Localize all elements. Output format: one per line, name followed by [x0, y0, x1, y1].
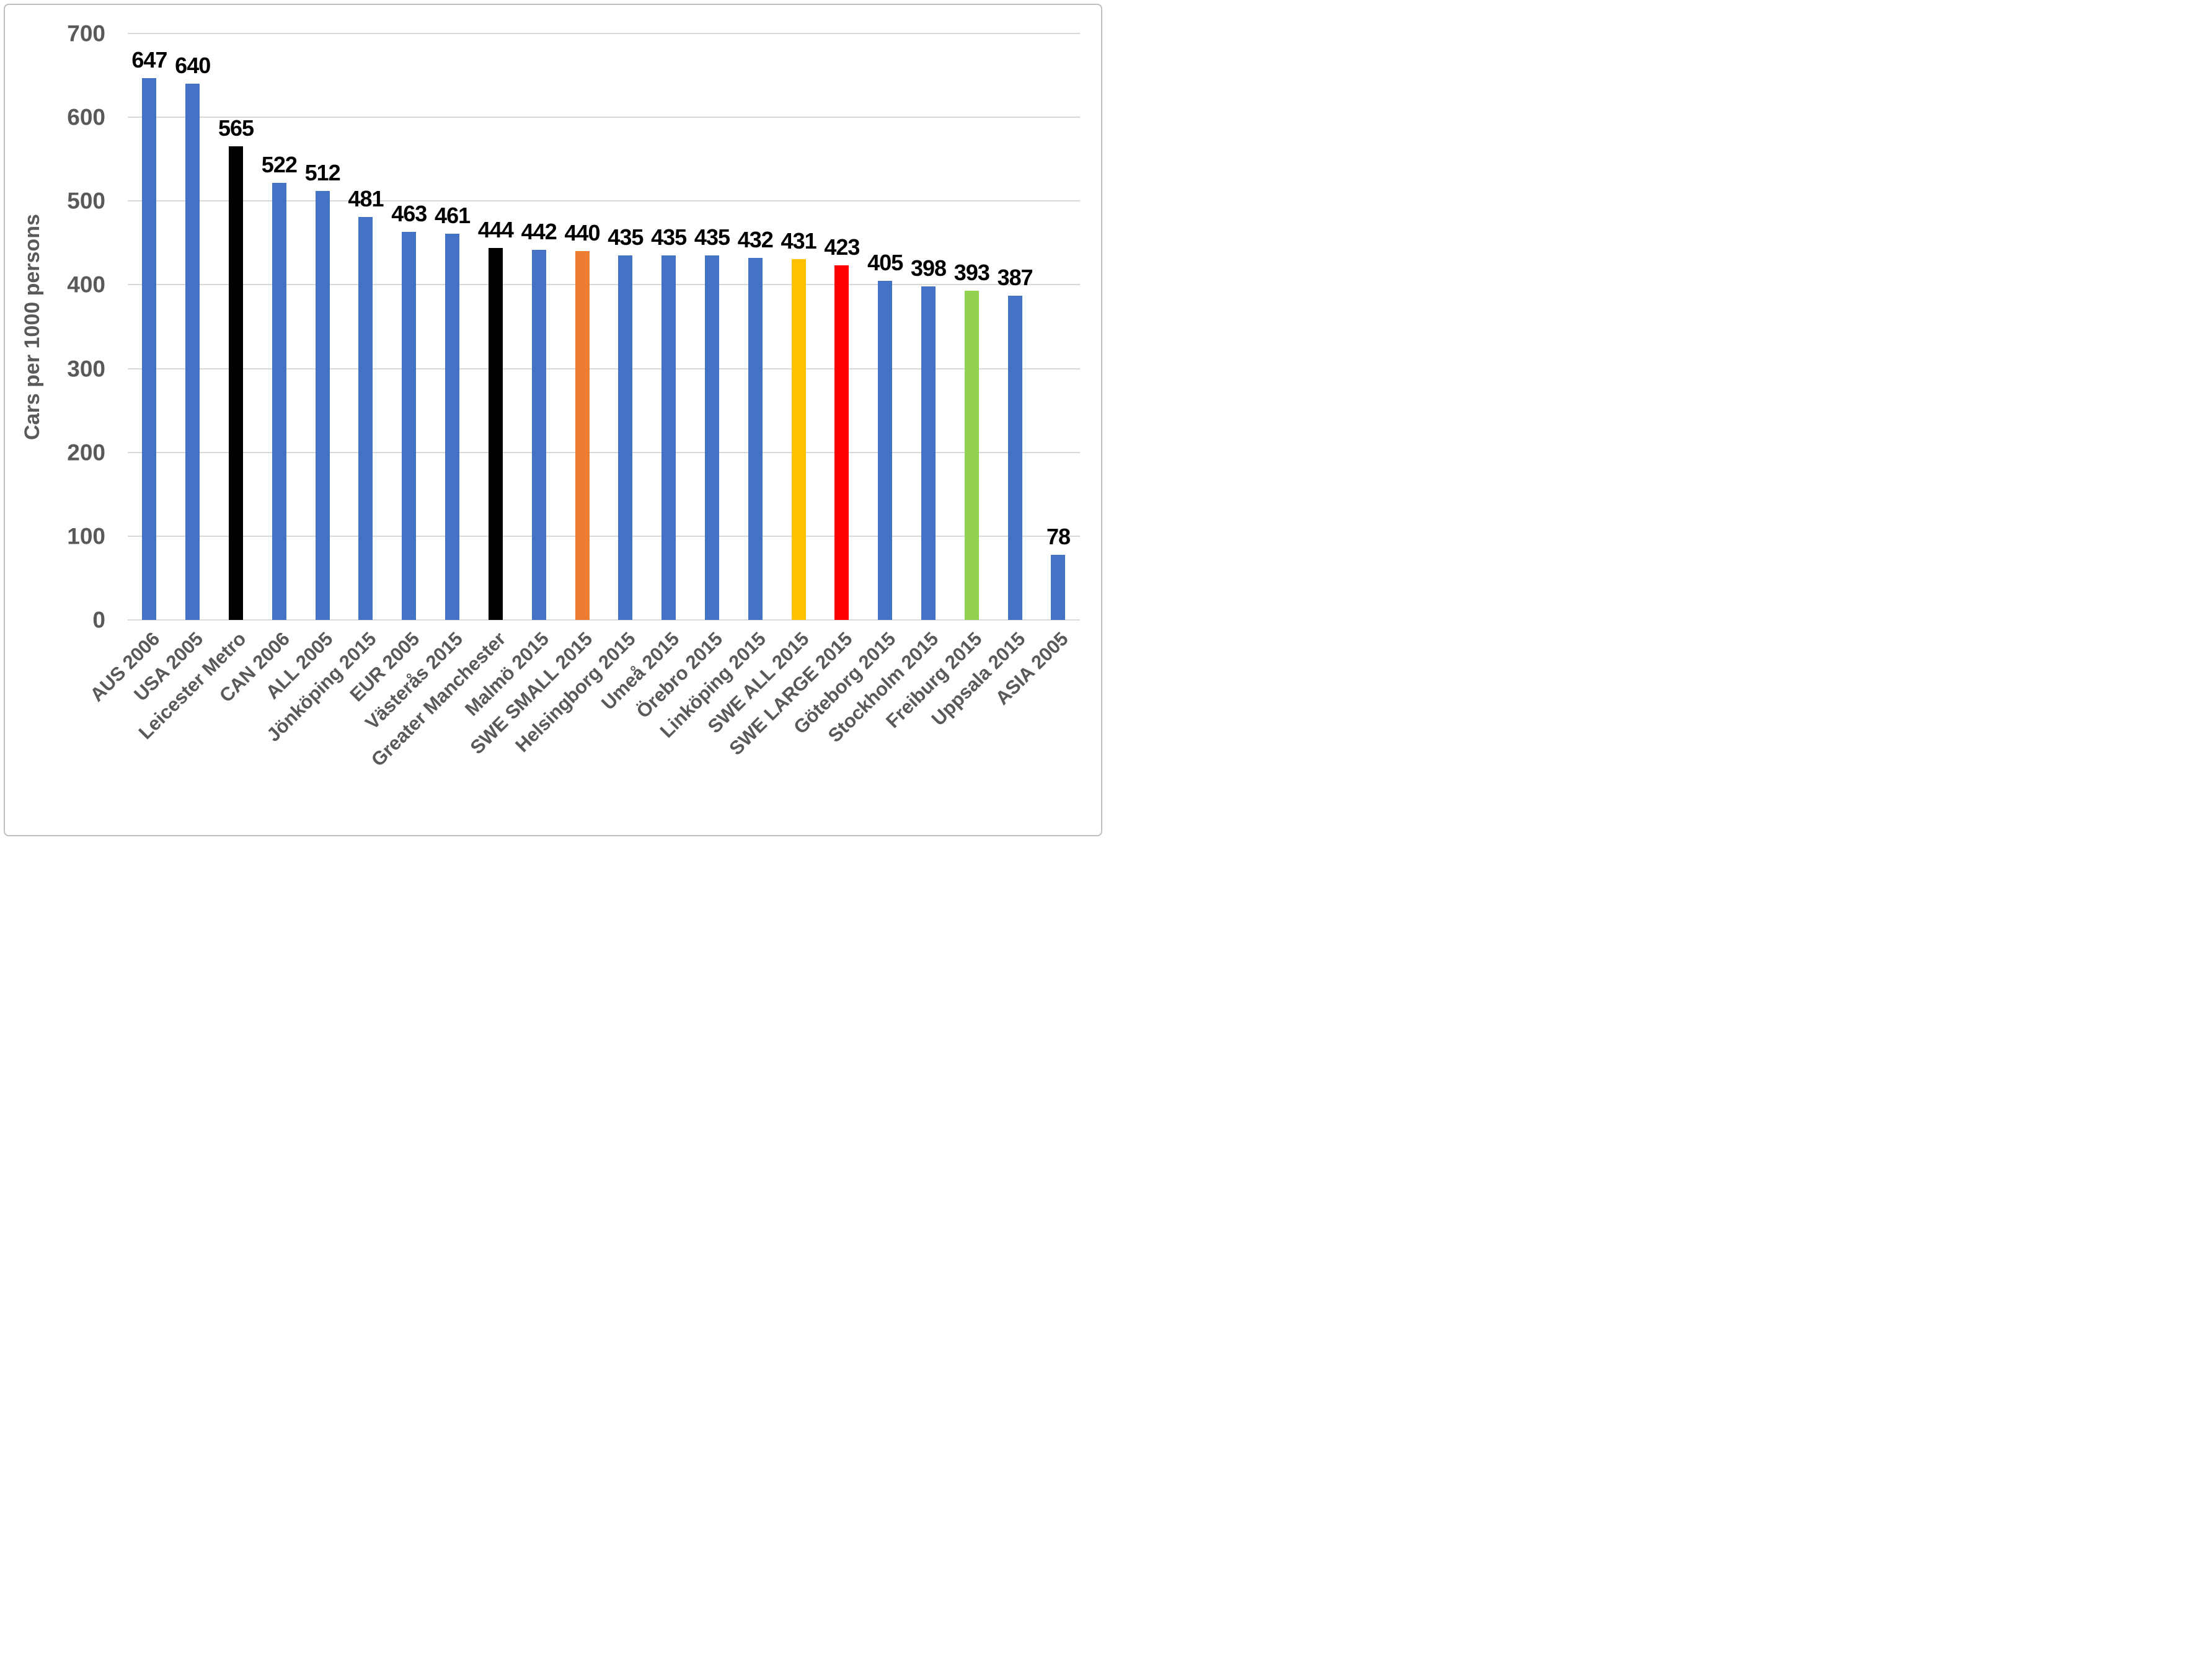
bar-usa-2005 — [185, 84, 200, 620]
bar-slot-swe-all-2015: 431 SWE ALL 2015 — [703, 33, 820, 738]
bar-value-label-helsingborg-2015: 435 — [608, 224, 644, 250]
bar-value-label-eur-2005: 463 — [391, 201, 427, 227]
gridline-100 — [128, 535, 1080, 537]
screenshot-stage: Cars per 1000 persons 0 100 200 300 400 500 60… — [0, 0, 1106, 840]
bar-value-label-uppsala-2015: 387 — [997, 265, 1033, 290]
bar-malmo-2015 — [531, 249, 546, 620]
bar-all-2005 — [315, 191, 330, 620]
bar-slot-usa-2005: 640 USA 2005 — [130, 33, 215, 705]
bar-orebro-2015 — [704, 255, 719, 620]
bar-slot-eur-2005: 463 EUR 2005 — [345, 33, 431, 706]
y-tick-label-400: 400 — [67, 272, 105, 298]
gridline-400 — [128, 284, 1080, 286]
bar-jonkoping-2015 — [358, 216, 373, 620]
bar-umea-2015 — [661, 255, 676, 620]
bar-value-label-asia-2005: 78 — [1046, 523, 1071, 549]
bar-slot-can-2006: 522 CAN 2006 — [215, 33, 301, 707]
bar-swe-small-2015 — [575, 251, 590, 620]
y-tick-label-100: 100 — [67, 523, 105, 549]
bar-slot-linkoping-2015: 432 Linköping 2015 — [655, 33, 777, 742]
bar-value-label-jonkoping-2015: 481 — [348, 185, 384, 211]
bar-slot-orebro-2015: 435 Örebro 2015 — [632, 33, 734, 723]
plot-area: 647 AUS 2006 640 USA 2005 565 Leicester Metro… — [86, 33, 1080, 771]
chart-frame: Cars per 1000 persons 0 100 200 300 400 500 60… — [4, 4, 1102, 836]
bar-aus-2006 — [142, 77, 157, 620]
bar-value-label-swe-all-2015: 431 — [781, 228, 817, 254]
bar-value-label-goteborg-2015: 405 — [867, 249, 903, 275]
bar-uppsala-2015 — [1007, 296, 1022, 620]
bar-eur-2005 — [402, 232, 417, 620]
bar-value-label-vasteras-2015: 461 — [435, 203, 471, 228]
bar-vasteras-2015 — [445, 234, 460, 620]
bar-value-label-leicester-metro: 565 — [218, 115, 254, 141]
bar-value-label-swe-small-2015: 440 — [564, 220, 600, 246]
bar-value-label-malmo-2015: 442 — [521, 218, 557, 244]
bar-slot-vasteras-2015: 461 Västerås 2015 — [361, 33, 474, 734]
bar-swe-large-2015 — [834, 265, 849, 620]
bar-slot-stockholm-2015: 398 Stockholm 2015 — [824, 33, 950, 747]
bar-slot-swe-small-2015: 440 SWE SMALL 2015 — [466, 33, 604, 758]
bar-slot-all-2005: 512 ALL 2005 — [262, 33, 344, 704]
gridline-0 — [128, 619, 1080, 621]
bar-stockholm-2015 — [921, 286, 936, 620]
bar-can-2006 — [272, 182, 286, 620]
bar-value-label-orebro-2015: 435 — [694, 224, 730, 250]
bar-slot-malmo-2015: 442 Malmö 2015 — [461, 33, 560, 720]
bar-slot-umea-2015: 435 Umeå 2015 — [597, 33, 691, 714]
bars-container: 647 AUS 2006 640 USA 2005 565 Leicester Metro… — [86, 33, 1080, 771]
bar-swe-all-2015 — [791, 259, 806, 620]
bar-slot-uppsala-2015: 387 Uppsala 2015 — [927, 33, 1037, 730]
bar-value-label-usa-2005: 640 — [175, 53, 211, 79]
bar-slot-greater-manchester: 444 Greater Manchester — [367, 33, 518, 771]
bar-slot-aus-2006: 647 AUS 2006 — [86, 33, 171, 705]
gridline-500 — [128, 200, 1080, 202]
bar-slot-asia-2005: 78 ASIA 2005 — [991, 33, 1080, 709]
bar-slot-leicester-metro: 565 Leicester Metro — [135, 33, 258, 743]
bar-value-label-can-2006: 522 — [261, 151, 298, 177]
bar-value-label-linkoping-2015: 432 — [737, 227, 774, 253]
bar-value-label-stockholm-2015: 398 — [910, 255, 947, 281]
y-tick-label-700: 700 — [67, 20, 105, 46]
bar-value-label-aus-2006: 647 — [131, 46, 167, 73]
y-axis-ticks: 0 100 200 300 400 500 600 700 — [5, 22, 105, 632]
bar-greater-manchester — [488, 247, 503, 620]
bar-value-label-greater-manchester: 444 — [477, 216, 514, 242]
bar-slot-freiburg-2015: 393 Freiburg 2015 — [882, 33, 993, 732]
bar-slot-swe-large-2015: 423 SWE LARGE 2015 — [725, 33, 864, 759]
bar-value-label-all-2005: 512 — [304, 160, 341, 186]
bar-value-label-umea-2015: 435 — [651, 224, 687, 250]
bar-leicester-metro — [229, 146, 244, 620]
bar-helsingborg-2015 — [618, 255, 633, 620]
bar-goteborg-2015 — [878, 280, 893, 620]
bar-value-label-swe-large-2015: 423 — [824, 234, 860, 260]
gridline-700 — [128, 33, 1080, 34]
gridline-300 — [128, 368, 1080, 369]
gridline-200 — [128, 451, 1080, 453]
bar-slot-helsingborg-2015: 435 Helsingborg 2015 — [511, 33, 647, 756]
y-tick-label-200: 200 — [67, 440, 105, 466]
y-tick-label-600: 600 — [67, 104, 105, 130]
bar-value-label-freiburg-2015: 393 — [953, 259, 990, 285]
bar-freiburg-2015 — [964, 290, 979, 620]
y-tick-label-500: 500 — [67, 188, 105, 214]
y-tick-label-300: 300 — [67, 356, 105, 382]
bar-slot-jonkoping-2015: 481 Jönköping 2015 — [262, 33, 387, 746]
bar-slot-goteborg-2015: 405 Göteborg 2015 — [789, 33, 907, 738]
gridline-600 — [128, 117, 1080, 118]
bar-linkoping-2015 — [748, 258, 763, 620]
bar-asia-2005 — [1051, 554, 1066, 620]
y-tick-label-0: 0 — [92, 607, 105, 633]
